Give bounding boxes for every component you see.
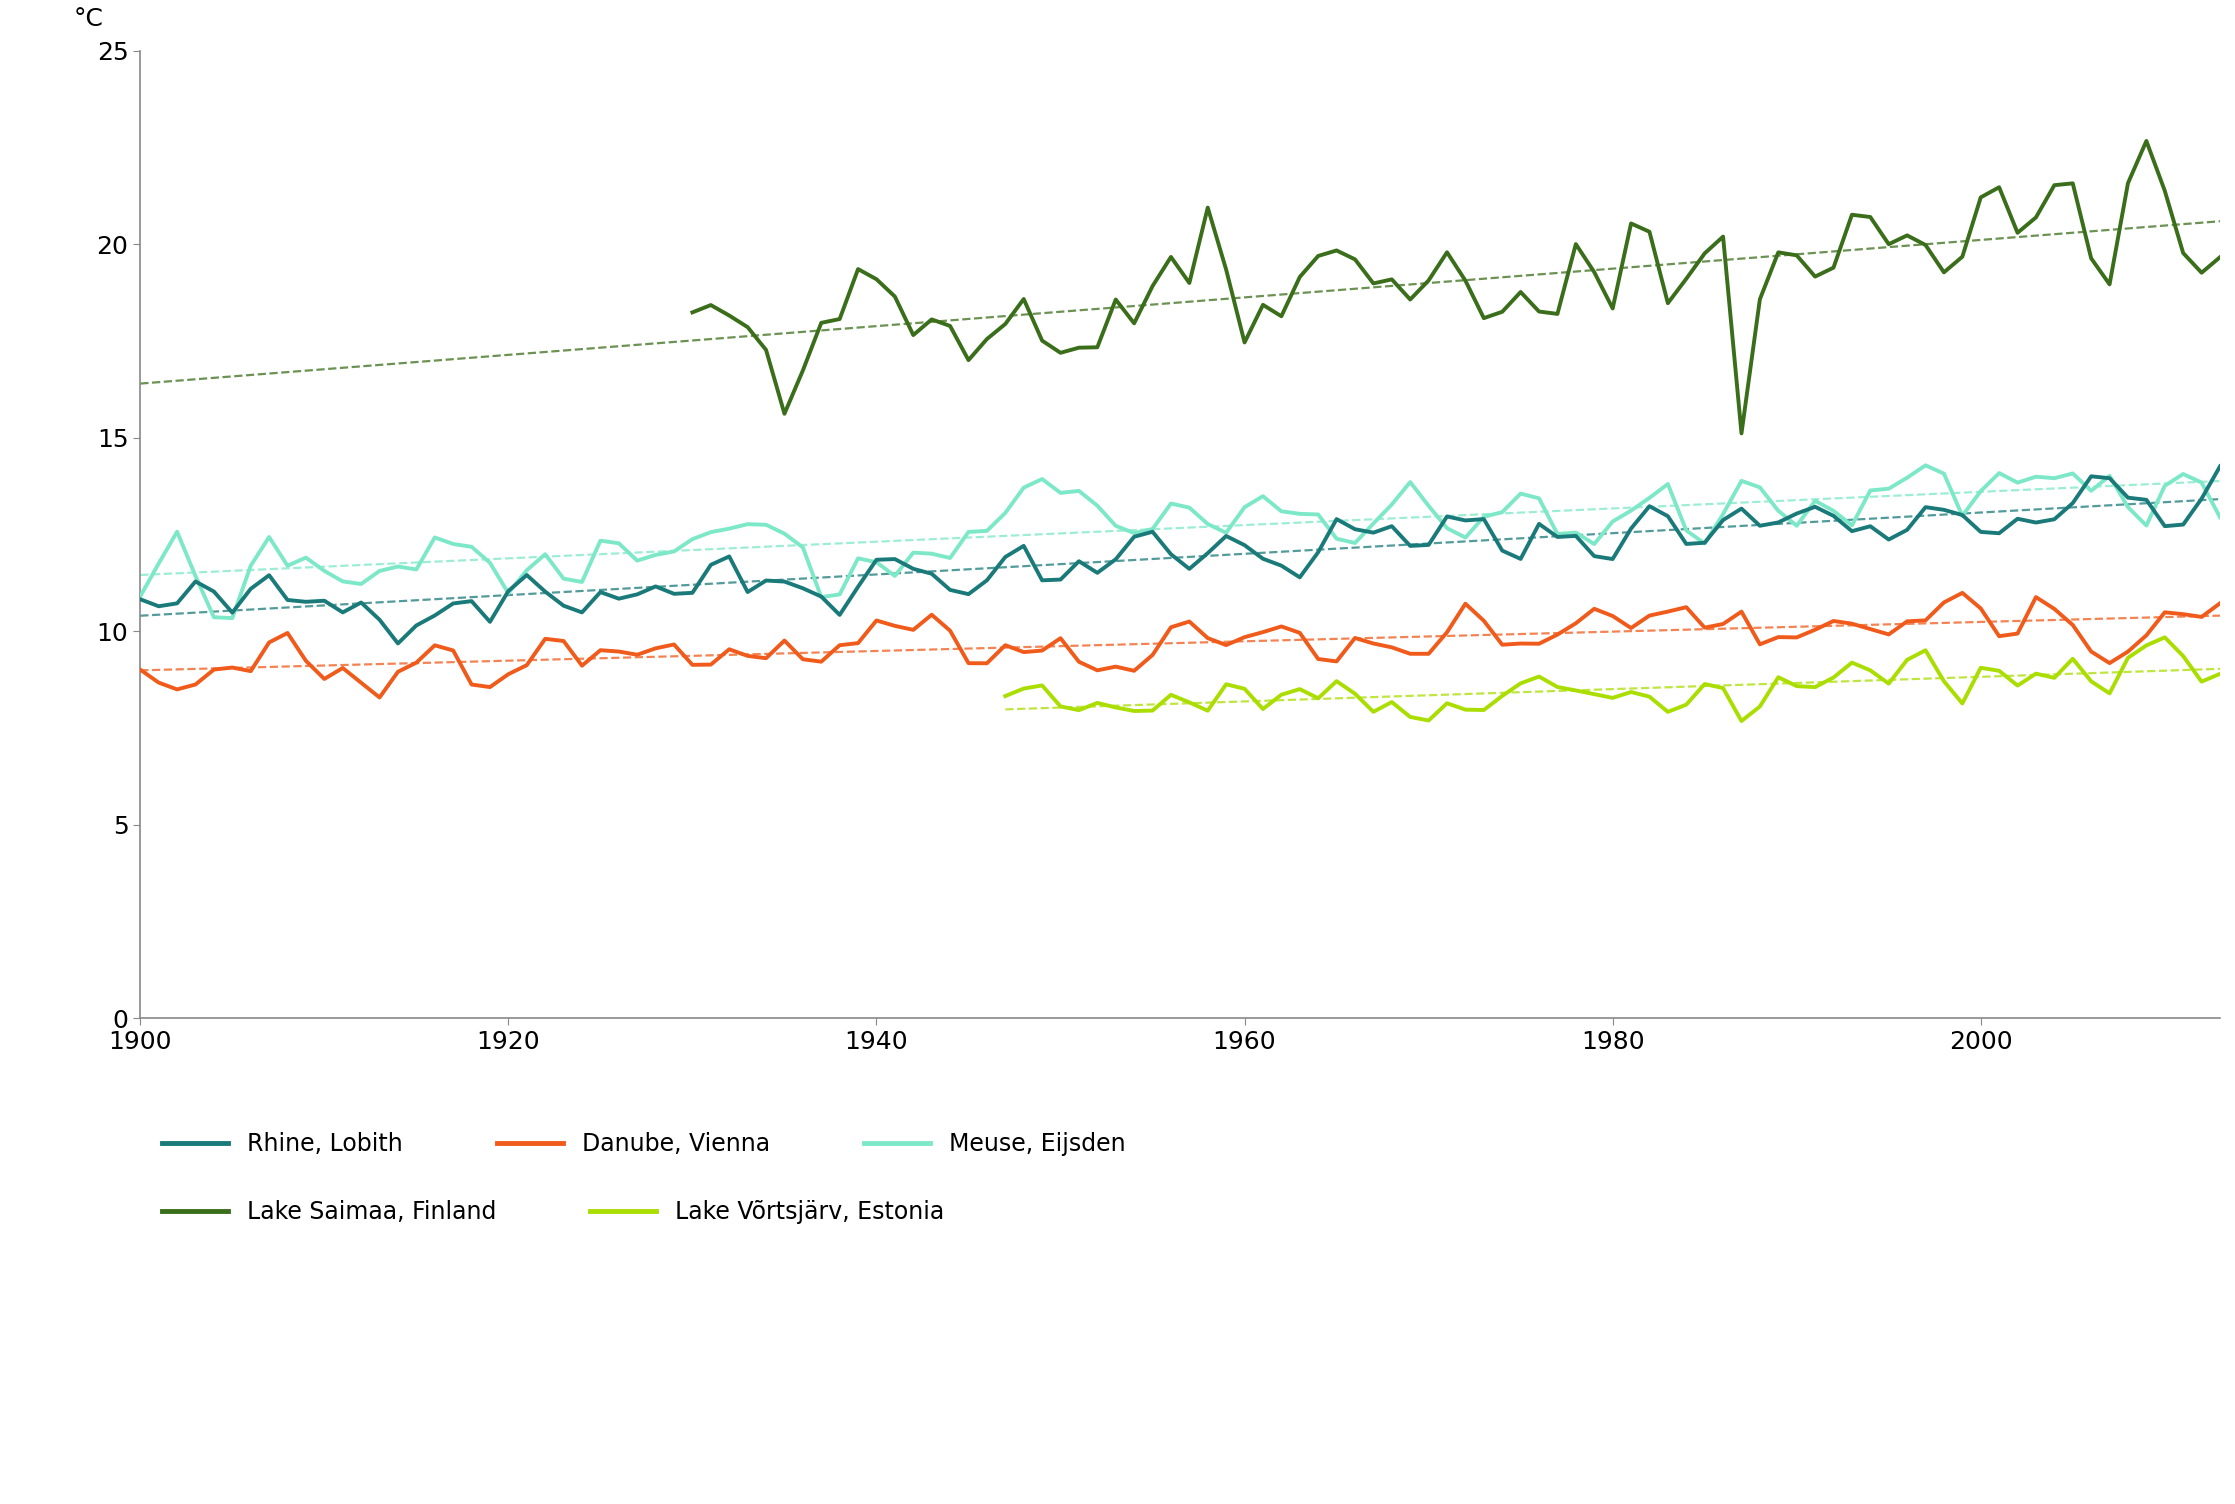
Y-axis label: °C: °C — [74, 8, 103, 32]
Legend: Lake Saimaa, Finland, Lake Võrtsjärv, Estonia: Lake Saimaa, Finland, Lake Võrtsjärv, Es… — [152, 1191, 954, 1233]
